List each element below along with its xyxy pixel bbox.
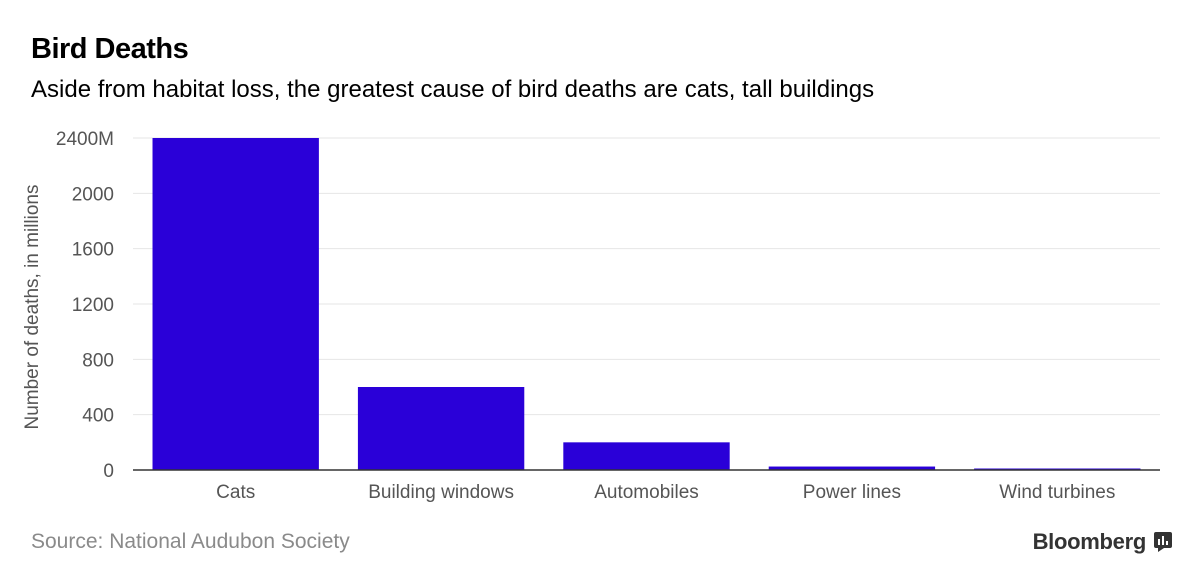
x-tick-label: Power lines [803, 482, 901, 503]
y-tick-label: 1200 [72, 295, 114, 316]
y-tick-labels: 0 400 800 1200 1600 2000 2400M [56, 129, 114, 482]
y-tick-label: 0 [103, 461, 114, 482]
bar-power-lines [768, 466, 936, 470]
x-tick-label: Cats [216, 482, 255, 503]
y-tick-label: 1600 [72, 240, 114, 261]
x-tick-label: Wind turbines [999, 482, 1115, 503]
y-tick-label: 400 [82, 406, 114, 427]
y-tick-label: 800 [82, 350, 114, 371]
bar-building-windows [357, 387, 525, 470]
bar-automobiles [563, 442, 730, 470]
y-tick-label: 2000 [72, 184, 114, 205]
y-tick-label: 2400M [56, 129, 114, 150]
bloomberg-logo-icon [1154, 532, 1172, 552]
x-tick-labels: Cats Building windows Automobiles Power lin… [216, 482, 1115, 503]
chart-subtitle: Aside from habitat loss, the greatest ca… [31, 76, 875, 103]
brand-logo: Bloomberg [1033, 529, 1172, 555]
y-axis-label: Number of deaths, in millions [22, 185, 43, 430]
chart-title: Bird Deaths [31, 33, 189, 65]
x-tick-label: Building windows [368, 482, 514, 503]
bars [152, 138, 1141, 470]
bar-cats [152, 138, 319, 470]
brand-name: Bloomberg [1032, 529, 1147, 554]
source-note: Source: National Audubon Society [31, 530, 350, 553]
x-tick-label: Automobiles [594, 482, 699, 503]
